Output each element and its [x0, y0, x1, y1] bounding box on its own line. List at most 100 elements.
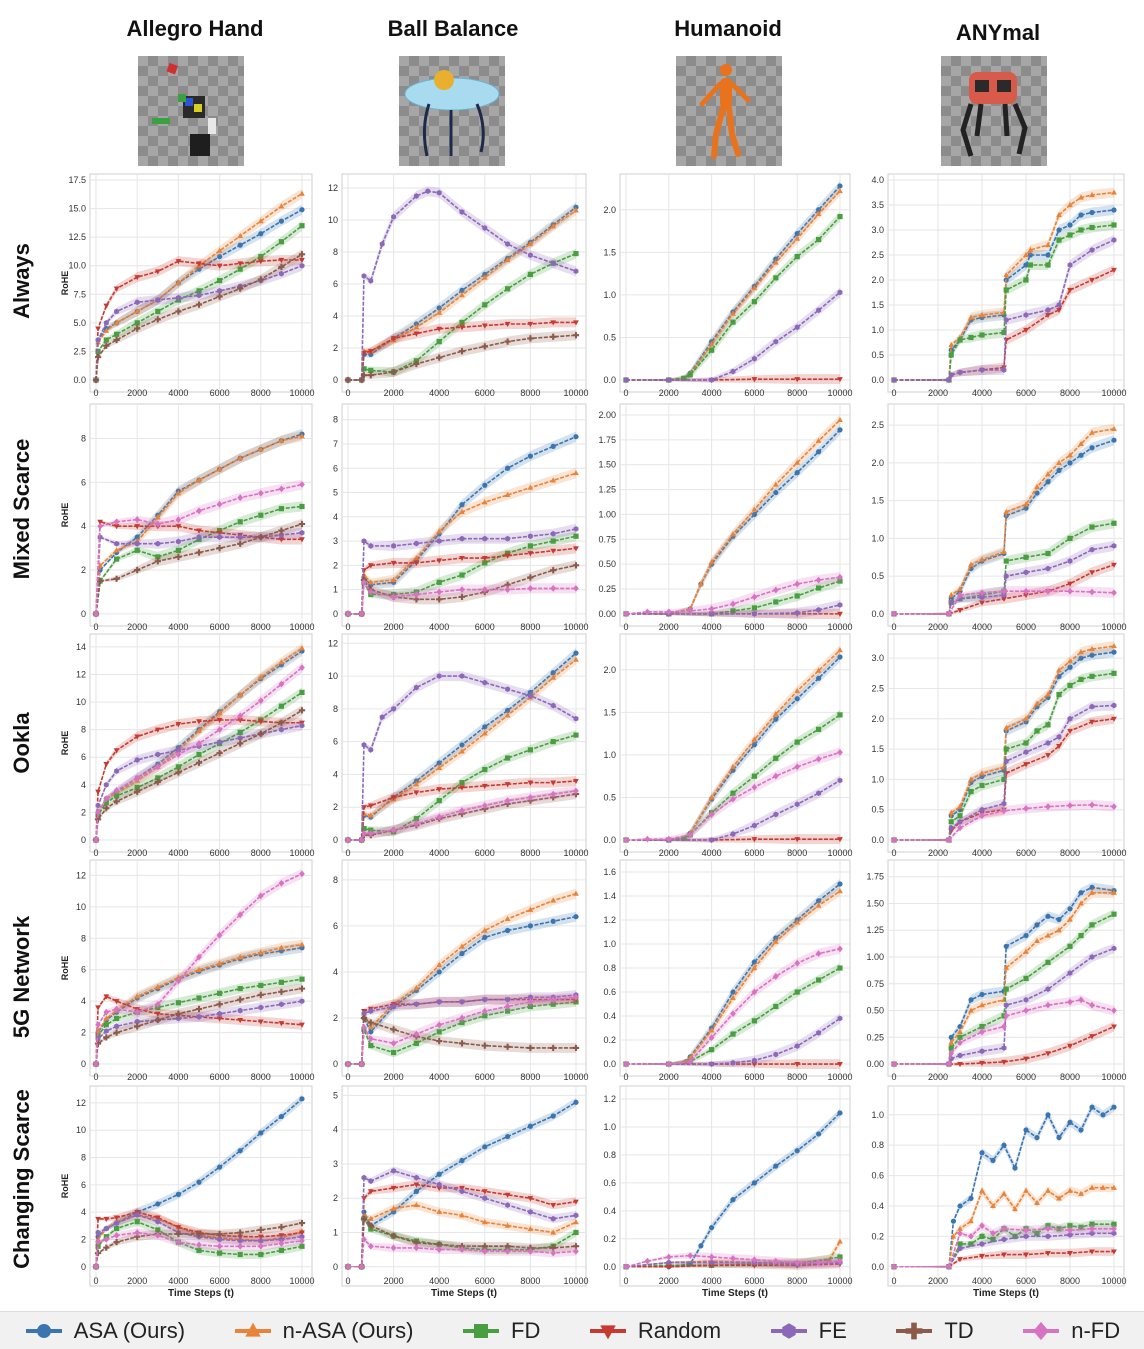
data-point	[436, 1171, 442, 1177]
data-point	[216, 544, 223, 552]
data-point	[196, 751, 202, 758]
series-n-fd	[93, 479, 305, 618]
data-point	[1034, 483, 1040, 490]
data-point	[573, 434, 579, 440]
data-point	[1111, 189, 1117, 195]
data-point	[95, 1238, 101, 1246]
y-tick-label: 12	[76, 1098, 86, 1108]
data-point	[979, 1187, 985, 1193]
data-point	[459, 209, 465, 215]
data-point	[1003, 271, 1010, 278]
data-point	[837, 748, 843, 756]
data-point	[436, 673, 442, 679]
data-point	[436, 596, 443, 603]
data-point	[258, 1004, 264, 1011]
data-point	[175, 1225, 182, 1231]
data-point	[1001, 587, 1007, 595]
data-point	[175, 1230, 182, 1238]
data-point	[1045, 1233, 1051, 1240]
data-point	[1045, 1251, 1051, 1257]
series-line	[894, 191, 1115, 381]
data-point	[550, 1001, 556, 1007]
data-point	[504, 321, 511, 328]
y-tick-label: 3.0	[871, 653, 884, 663]
data-point	[95, 1243, 101, 1249]
data-point	[550, 670, 556, 676]
data-point	[391, 1209, 397, 1215]
data-point	[103, 1244, 110, 1251]
x-tick-label: 6000	[744, 1276, 764, 1286]
legend-item-td: TD	[894, 1318, 974, 1344]
data-point	[730, 831, 736, 837]
data-point	[391, 213, 397, 220]
data-point	[175, 1015, 181, 1022]
data-point	[1056, 459, 1062, 465]
series-band	[96, 939, 302, 1065]
data-point	[751, 1061, 758, 1068]
data-point	[216, 749, 223, 757]
data-point	[459, 555, 465, 562]
data-point	[968, 1232, 974, 1240]
data-point	[458, 1040, 466, 1047]
data-point	[257, 1234, 264, 1240]
data-point	[196, 292, 202, 299]
series-band	[96, 662, 302, 840]
x-tick-label: 2000	[928, 1072, 948, 1082]
data-point	[299, 1233, 305, 1240]
data-point	[665, 1253, 672, 1261]
data-point	[816, 607, 822, 613]
x-tick-label: 0	[93, 1072, 98, 1082]
data-point	[527, 574, 534, 581]
data-point	[196, 528, 202, 534]
data-point	[361, 830, 367, 837]
data-point	[1089, 1221, 1095, 1227]
data-point	[573, 268, 579, 275]
data-point	[891, 377, 897, 383]
data-point	[708, 794, 715, 800]
data-point	[361, 538, 367, 544]
series-n-asa	[93, 431, 305, 616]
legend-symbol-fe	[781, 1322, 796, 1339]
y-tick-label: 2	[333, 343, 338, 353]
data-point	[1089, 524, 1095, 530]
y-tick-label: 1.5	[871, 744, 884, 754]
x-tick-label: 0	[345, 622, 350, 632]
data-point	[837, 1238, 843, 1244]
data-point	[573, 1247, 579, 1255]
data-point	[979, 600, 985, 606]
data-point	[709, 837, 715, 843]
data-point	[482, 724, 488, 730]
x-tick-label: 4000	[168, 1276, 188, 1286]
data-point	[1111, 543, 1117, 549]
data-point	[134, 566, 141, 574]
data-point	[751, 773, 757, 779]
y-tick-label: 1.0	[871, 325, 884, 335]
data-point	[216, 960, 223, 966]
data-point	[358, 376, 365, 384]
legend-label-n-asa: n-ASA (Ours)	[282, 1317, 414, 1343]
data-point	[114, 308, 120, 315]
data-point	[367, 372, 374, 379]
data-point	[1023, 1226, 1029, 1234]
data-point	[436, 579, 442, 585]
y-tick-label: 2.5	[73, 346, 86, 356]
data-point	[1111, 1249, 1117, 1255]
data-point	[345, 836, 351, 844]
data-point	[504, 1247, 511, 1255]
x-tick-label: 10000	[1101, 1276, 1126, 1286]
y-tick-label: 0.0	[871, 1262, 884, 1272]
data-point	[957, 813, 963, 819]
series-band	[96, 479, 302, 614]
x-tick-label: 2000	[127, 848, 147, 858]
data-point	[1089, 673, 1095, 679]
data-point	[196, 740, 202, 747]
legend-marker-random	[589, 1324, 626, 1339]
data-point	[990, 1202, 996, 1209]
data-point	[278, 658, 285, 665]
data-point	[482, 225, 488, 231]
data-point	[1023, 805, 1029, 812]
data-point	[361, 1023, 367, 1031]
data-point	[413, 781, 420, 787]
data-point	[505, 550, 511, 556]
data-point	[773, 256, 779, 262]
